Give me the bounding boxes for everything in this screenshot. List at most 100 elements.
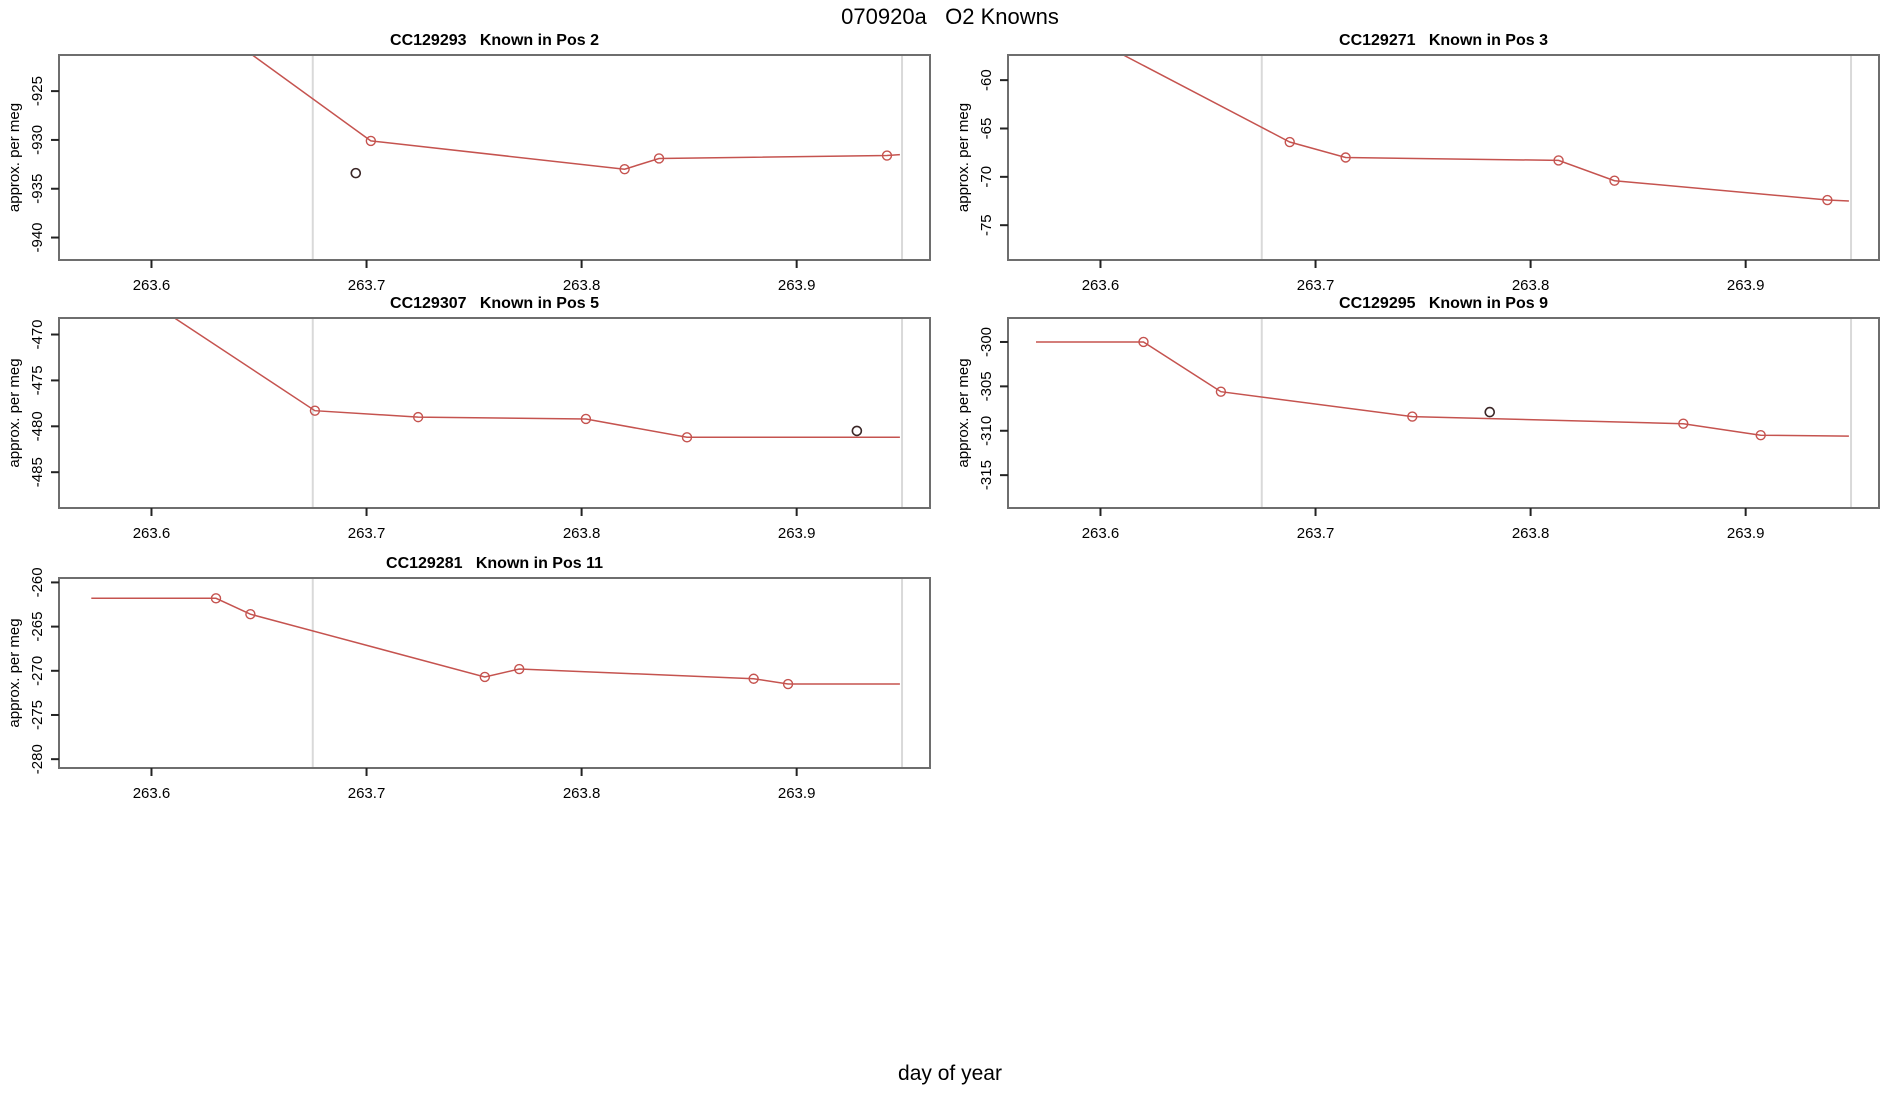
- data-point-marker: [365, 135, 377, 147]
- data-point-marker: [412, 411, 424, 423]
- subplot-title: CC129271 Known in Pos 3: [1339, 32, 1548, 49]
- plot-area-pos9: 263.6 263.7 263.8 263.9 -300 -305 -310 -315 CC12…: [955, 295, 1880, 542]
- data-point-marker: [1553, 155, 1564, 166]
- y-tick-label: -70: [978, 166, 995, 188]
- y-tick-label: -940: [29, 222, 46, 252]
- data-point-marker: [1340, 152, 1351, 163]
- data-point-marker: [1755, 429, 1766, 441]
- x-tick-label: 263.7: [348, 277, 386, 294]
- x-tick-label: 263.8: [1512, 525, 1550, 542]
- plot-area-pos5: 263.6 263.7 263.8 263.9 -470 -475 -480 -485 CC12…: [6, 295, 931, 542]
- data-point-marker: [653, 153, 665, 164]
- y-axis-label: approx. per meg: [6, 358, 23, 467]
- y-tick-label: -65: [978, 118, 995, 140]
- plot-frame: [1007, 54, 1880, 261]
- subplot-known-pos5: 263.6 263.7 263.8 263.9 -470 -475 -480 -485 CC12…: [6, 295, 931, 542]
- y-tick-label: -75: [978, 214, 995, 236]
- series-line: [1121, 55, 1849, 202]
- plot-frame: [58, 317, 931, 509]
- y-tick-label: -475: [29, 365, 46, 395]
- data-point-marker: [309, 405, 321, 416]
- figure-title: 070920a O2 Knowns: [841, 4, 1059, 29]
- data-point-marker: [210, 593, 222, 604]
- plot-frame: [1007, 317, 1880, 509]
- plot-frame: [58, 577, 931, 769]
- outlier-point: [851, 425, 863, 437]
- x-tick-label: 263.7: [348, 785, 386, 802]
- x-tick-label: 263.8: [1512, 277, 1550, 294]
- y-tick-label: -265: [29, 612, 46, 642]
- data-point-marker: [782, 678, 794, 690]
- x-tick-label: 263.9: [778, 277, 816, 294]
- x-tick-label: 263.8: [563, 785, 601, 802]
- data-point-marker: [881, 150, 893, 161]
- y-tick-label: -930: [29, 125, 46, 155]
- x-tick-label: 263.6: [133, 525, 171, 542]
- outlier-point: [1484, 406, 1496, 418]
- plot-area-pos3: 263.6 263.7 263.8 263.9 -60 -65 -70 -75 CC129271…: [955, 32, 1880, 294]
- data-point-marker: [1138, 336, 1149, 348]
- data-point-marker: [479, 671, 491, 683]
- y-tick-label: -925: [29, 76, 46, 106]
- data-point-marker: [681, 432, 693, 443]
- x-tick-label: 263.7: [1297, 525, 1335, 542]
- y-tick-label: -275: [29, 700, 46, 730]
- outlier-point: [350, 167, 362, 179]
- y-tick-label: -315: [978, 460, 995, 490]
- data-point-marker: [245, 609, 256, 620]
- x-tick-label: 263.8: [563, 525, 601, 542]
- data-point-marker: [514, 663, 525, 675]
- subplot-known-pos9: 263.6 263.7 263.8 263.9 -300 -305 -310 -315 CC12…: [955, 295, 1880, 542]
- subplot-known-pos11: 263.6 263.7 263.8 263.9 -260 -265 -270 -275 -280…: [6, 555, 931, 802]
- subplot-title: CC129307 Known in Pos 5: [390, 295, 599, 312]
- subplot-title: CC129295 Known in Pos 9: [1339, 295, 1548, 312]
- x-tick-label: 263.7: [348, 525, 386, 542]
- data-point-marker: [1284, 136, 1295, 148]
- series-line: [91, 597, 900, 685]
- y-tick-label: -260: [29, 567, 46, 597]
- x-axis-figure-label: day of year: [898, 1062, 1002, 1085]
- y-tick-label: -485: [29, 457, 46, 487]
- y-tick-label: -480: [29, 411, 46, 441]
- y-tick-label: -310: [978, 416, 995, 446]
- y-axis-label: approx. per meg: [6, 618, 23, 727]
- data-point-marker: [580, 413, 592, 425]
- y-axis-label: approx. per meg: [955, 103, 972, 212]
- y-tick-label: -935: [29, 174, 46, 204]
- y-tick-label: -470: [29, 319, 46, 349]
- data-point-marker: [1407, 411, 1418, 422]
- x-tick-label: 263.6: [133, 785, 171, 802]
- data-point-marker: [619, 164, 630, 175]
- y-axis-label: approx. per meg: [955, 358, 972, 467]
- x-tick-label: 263.9: [778, 525, 816, 542]
- y-axis-label: approx. per meg: [6, 103, 23, 212]
- subplot-title: CC129281 Known in Pos 11: [386, 555, 603, 572]
- x-tick-label: 263.6: [133, 277, 171, 294]
- subplot-title: CC129293 Known in Pos 2: [390, 32, 599, 49]
- series-line: [1036, 341, 1849, 437]
- x-tick-label: 263.8: [563, 277, 601, 294]
- y-tick-label: -305: [978, 371, 995, 401]
- plot-area-pos11: 263.6 263.7 263.8 263.9 -260 -265 -270 -275 -280…: [6, 555, 931, 802]
- y-tick-label: -60: [978, 69, 995, 91]
- plot-area-pos2: 263.6 263.7 263.8 263.9 -925 -930 -935 -940 CC12…: [6, 32, 931, 294]
- y-tick-label: -300: [978, 327, 995, 357]
- x-tick-label: 263.7: [1297, 277, 1335, 294]
- subplot-known-pos3: 263.6 263.7 263.8 263.9 -60 -65 -70 -75 CC129271…: [955, 32, 1880, 294]
- y-tick-label: -280: [29, 744, 46, 774]
- series-line: [173, 318, 900, 439]
- x-tick-label: 263.6: [1082, 277, 1120, 294]
- x-tick-label: 263.6: [1082, 525, 1120, 542]
- data-point-marker: [748, 673, 759, 684]
- data-point-marker: [1215, 386, 1227, 397]
- x-tick-label: 263.9: [778, 785, 816, 802]
- series-line: [251, 55, 900, 170]
- x-tick-label: 263.9: [1727, 525, 1765, 542]
- subplot-known-pos2: 263.6 263.7 263.8 263.9 -925 -930 -935 -940 CC12…: [6, 32, 931, 294]
- data-point-marker: [1678, 418, 1689, 429]
- y-tick-label: -270: [29, 656, 46, 686]
- data-point-marker: [1822, 194, 1833, 206]
- plot-frame: [58, 54, 931, 261]
- data-point-marker: [1609, 175, 1620, 186]
